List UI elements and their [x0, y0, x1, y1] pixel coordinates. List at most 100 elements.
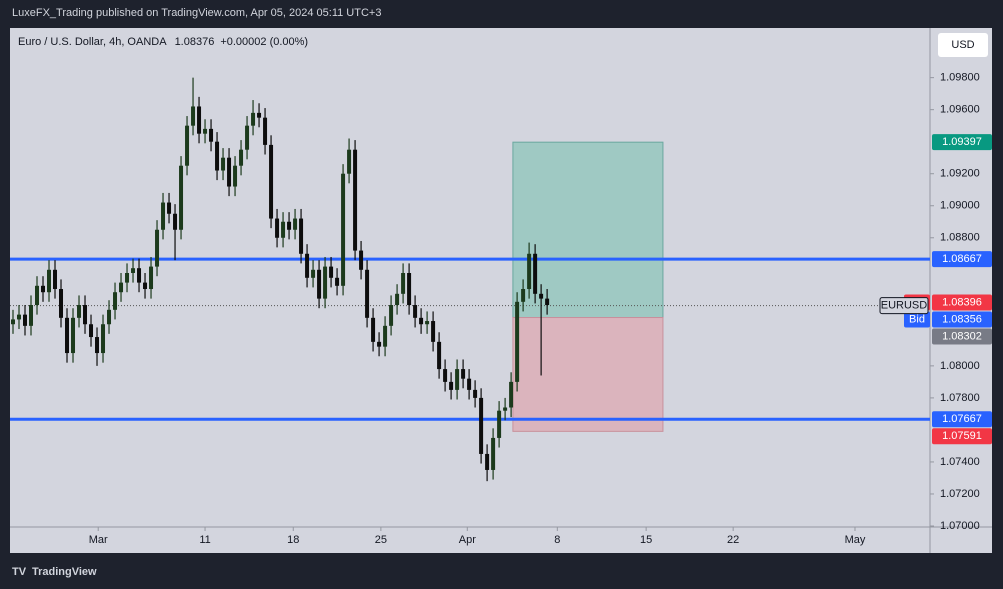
candle-body [341, 173, 346, 286]
y-tick-label: 1.07800 [940, 392, 980, 404]
candle-body [407, 272, 412, 306]
candle-body [281, 221, 286, 238]
candle-body [221, 157, 226, 171]
candle-body [161, 202, 166, 230]
candle-body [107, 309, 112, 325]
candle-body [17, 314, 22, 320]
loss-zone [512, 317, 664, 432]
candle-body [101, 324, 106, 354]
candle-body [305, 253, 310, 278]
candle-body [65, 317, 70, 354]
candle-body [515, 301, 520, 382]
symbol-box [879, 297, 929, 315]
candle-body [401, 272, 406, 294]
candle-body [191, 106, 196, 126]
candle-body [455, 369, 460, 390]
candle-body [35, 285, 40, 306]
x-tick-label: 25 [375, 534, 387, 546]
price-label: 1.09397 [942, 136, 982, 148]
footer-brand: TradingView [32, 566, 97, 578]
candle-body [449, 381, 454, 390]
candle-body [497, 410, 502, 438]
price-label-box [932, 428, 992, 445]
candle-body [89, 324, 94, 338]
candle-body [473, 389, 478, 398]
price-label-box [932, 294, 992, 311]
candle-body [29, 305, 34, 326]
candle-body [299, 218, 304, 254]
price-label-box [932, 328, 992, 345]
candle-body [11, 319, 16, 325]
candle-body [365, 269, 370, 318]
price-label: 1.08396 [942, 296, 982, 308]
candle-body [491, 437, 496, 470]
candle-body [155, 229, 160, 267]
candle-body [71, 317, 76, 354]
candle-body [233, 165, 238, 187]
candle-body [203, 128, 208, 134]
candle-body [485, 453, 490, 470]
candle-body [47, 269, 52, 293]
candle-body [389, 305, 394, 326]
candle-body [167, 202, 172, 214]
candle-body [173, 213, 178, 230]
price-change: +0.00002 (0.00%) [220, 36, 308, 48]
candle-body [347, 149, 352, 174]
price-tag: Bid [909, 313, 925, 325]
candle-body [383, 325, 388, 347]
candle-body [467, 378, 472, 390]
candle-body [113, 292, 118, 310]
candle-body [197, 106, 202, 134]
x-tick-label: 22 [727, 534, 739, 546]
candle-body [461, 369, 466, 379]
candle-body [83, 305, 88, 325]
x-tick-label: 8 [554, 534, 560, 546]
candle-body [179, 165, 184, 230]
candle-body [287, 221, 292, 230]
candle-body [53, 269, 58, 290]
candle-body [317, 269, 322, 299]
x-tick-label: Mar [89, 534, 108, 546]
candle-body [119, 282, 124, 293]
candle-body [209, 128, 214, 142]
candle-body [413, 305, 418, 318]
candle-body [425, 321, 430, 325]
candle-body [395, 293, 400, 306]
candle-body [509, 381, 514, 408]
candle-body [353, 149, 358, 251]
candle-body [527, 253, 532, 290]
last-price: 1.08376 [175, 36, 215, 48]
candle-body [275, 218, 280, 238]
candle-body [443, 369, 448, 382]
price-tag-box [904, 311, 930, 328]
candle-body [545, 298, 550, 306]
y-tick-label: 1.08800 [940, 232, 980, 244]
currency-button[interactable] [938, 33, 988, 57]
price-label: 1.08667 [942, 253, 982, 265]
y-tick-label: 1.09800 [940, 72, 980, 84]
candle-body [131, 268, 136, 273]
price-label: 1.07591 [942, 430, 982, 442]
candle-body [377, 341, 382, 347]
candle-body [143, 282, 148, 290]
candle-body [479, 397, 484, 454]
y-tick-label: 1.07200 [940, 488, 980, 500]
candle-body [23, 314, 28, 326]
x-tick-label: Apr [459, 534, 476, 546]
candle-body [419, 317, 424, 325]
price-label-box [932, 411, 992, 428]
x-tick-label: May [845, 534, 866, 546]
profit-zone [512, 141, 664, 319]
candle-body [251, 112, 256, 126]
candle-body [59, 289, 64, 318]
x-tick-label: 11 [199, 534, 210, 546]
candle-body [533, 253, 538, 294]
currency[interactable]: USD [951, 39, 974, 51]
price-label: 1.08302 [942, 330, 982, 342]
chart-title: Euro / U.S. Dollar, 4h, OANDA [18, 36, 167, 48]
symbol-label: EURUSD [881, 300, 928, 312]
candle-body [215, 141, 220, 171]
candle-body [239, 149, 244, 166]
candle-body [257, 112, 262, 118]
